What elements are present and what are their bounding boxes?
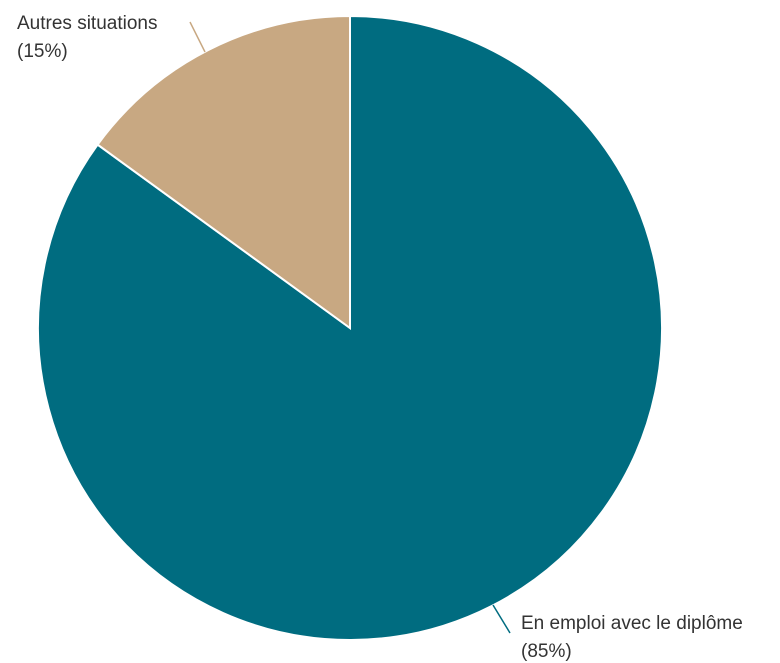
pie-slices bbox=[37, 14, 663, 641]
slice-label-en-emploi-avec-le-diplome: En emploi avec le diplôme bbox=[521, 613, 743, 634]
slice-labels: En emploi avec le diplôme (85%) Autres sit… bbox=[17, 13, 743, 662]
leader-line-en-emploi-avec-le-diplome bbox=[492, 604, 511, 634]
leader-lines bbox=[189, 21, 511, 634]
slice-value-label-en-emploi-avec-le-diplome: (85%) bbox=[521, 641, 572, 662]
slice-label-autres-situations: Autres situations bbox=[17, 13, 157, 34]
pie-slice-autres-situations bbox=[96, 14, 351, 330]
leader-line-autres-situations bbox=[189, 21, 206, 53]
slice-value-label-autres-situations: (15%) bbox=[17, 41, 68, 62]
